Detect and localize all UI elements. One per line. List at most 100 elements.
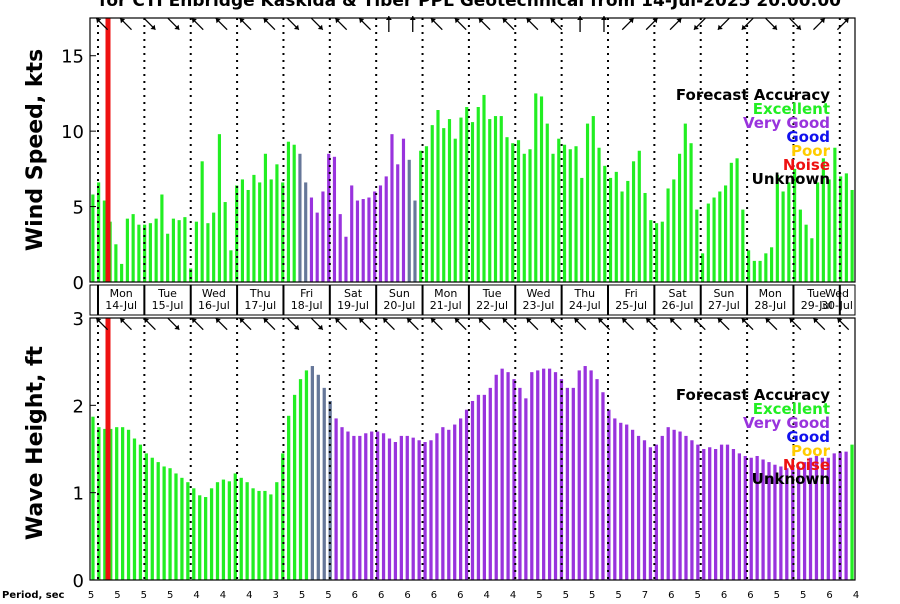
wind-bar (424, 146, 429, 282)
direction-arrowhead (717, 24, 723, 30)
wind-bar (821, 158, 825, 282)
wind-bar (793, 168, 797, 282)
direction-arrowhead (317, 24, 323, 30)
wave-bar (233, 473, 237, 580)
wave-bar (316, 374, 320, 580)
wave-bar (334, 418, 338, 580)
direction-arrowhead (813, 318, 819, 324)
wave-bar (719, 444, 724, 580)
wind-bar (770, 247, 774, 282)
direction-arrowhead (741, 318, 747, 324)
wave-bar (381, 433, 386, 580)
period-value: 6 (747, 590, 753, 600)
direction-arrowhead (550, 18, 556, 24)
day-label-date: 29-Jul (801, 299, 833, 312)
wave-bar (405, 435, 409, 580)
wind-bar (712, 197, 716, 282)
wind-bar (597, 147, 601, 282)
wind-bar (620, 191, 624, 282)
y-tick-label: 3 (73, 309, 84, 330)
wave-bar (393, 442, 398, 580)
wind-bar (292, 144, 296, 282)
wind-bar (407, 159, 411, 282)
period-value: 6 (457, 590, 463, 600)
direction-arrowhead (430, 18, 436, 24)
wind-bar (160, 194, 164, 282)
wave-bar (375, 431, 380, 580)
wind-bar (344, 236, 348, 282)
wind-bar (390, 134, 394, 282)
wind-bar (97, 182, 101, 282)
day-label-dow: Sat (344, 287, 363, 300)
direction-arrowhead (789, 318, 795, 324)
wave-bar (725, 444, 730, 580)
wave-bar (666, 427, 670, 580)
period-value: 4 (484, 590, 490, 600)
wave-bar (506, 372, 510, 580)
legend-item-noise: Noise (783, 156, 830, 174)
wave-bar (358, 435, 362, 580)
wind-bar (810, 238, 814, 282)
direction-arrowhead (383, 318, 389, 324)
period-value: 6 (826, 590, 832, 600)
direction-arrowhead (317, 324, 323, 330)
day-label-dow: Wed (526, 287, 550, 300)
wave-bar (832, 453, 836, 580)
direction-arrowhead (239, 318, 245, 324)
day-label-date: 19-Jul (337, 299, 369, 312)
wind-bar (695, 209, 699, 282)
wind-bar (240, 179, 244, 282)
wind-bar (361, 199, 365, 282)
direction-arrowhead (359, 318, 365, 324)
wave-bar (459, 418, 463, 580)
wave-bar (690, 440, 694, 580)
wind-bar (442, 128, 446, 282)
direction-arrowhead (96, 18, 102, 24)
direction-arrowhead (191, 318, 197, 324)
wind-bar (660, 221, 664, 282)
direction-arrowhead (407, 318, 413, 324)
wind-bar (183, 217, 187, 282)
chart-title: for CTI Enbridge Kaskida & Tiber PPL Geo… (99, 0, 841, 11)
y-tick-label: 1 (73, 484, 84, 505)
period-value: 5 (536, 590, 542, 600)
wave-bar (577, 370, 581, 580)
wave-bar (287, 415, 291, 580)
wind-bar (476, 107, 480, 282)
day-label-dow: Mon (434, 287, 457, 300)
wind-bar (585, 123, 590, 282)
wave-bar (518, 387, 522, 580)
wind-bar (528, 149, 532, 282)
wind-bar (321, 191, 325, 282)
wind-bar (212, 212, 216, 282)
direction-arrowhead (120, 318, 126, 324)
wind-bar (465, 107, 469, 282)
day-label-dow: Sun (713, 287, 734, 300)
direction-arrowhead (174, 324, 180, 330)
direction-arrowhead (772, 24, 777, 30)
wave-bar (613, 418, 617, 580)
direction-arrowhead (502, 318, 508, 324)
wind-bar (413, 200, 417, 282)
wave-bar (275, 482, 279, 580)
wind-bar (516, 140, 521, 282)
wind-bar (850, 189, 854, 282)
period-value: 5 (299, 590, 305, 600)
wave-bar (239, 477, 243, 580)
wind-bar (608, 177, 613, 282)
wind-bar (551, 153, 555, 282)
wind-bar (373, 191, 377, 282)
direction-arrowhead (652, 18, 658, 24)
wave-bar (298, 379, 303, 580)
wave-bar (120, 427, 125, 580)
legend-item-unknown: Unknown (752, 470, 830, 488)
wave-bar (453, 424, 457, 580)
wave-bar (292, 394, 297, 580)
wave-bar (785, 468, 789, 580)
wave-bar (844, 451, 848, 580)
legend-item-good: Good (786, 428, 830, 446)
direction-arrowhead (577, 16, 584, 20)
y-tick-label: 0 (73, 571, 84, 592)
wind-bar (401, 138, 406, 282)
